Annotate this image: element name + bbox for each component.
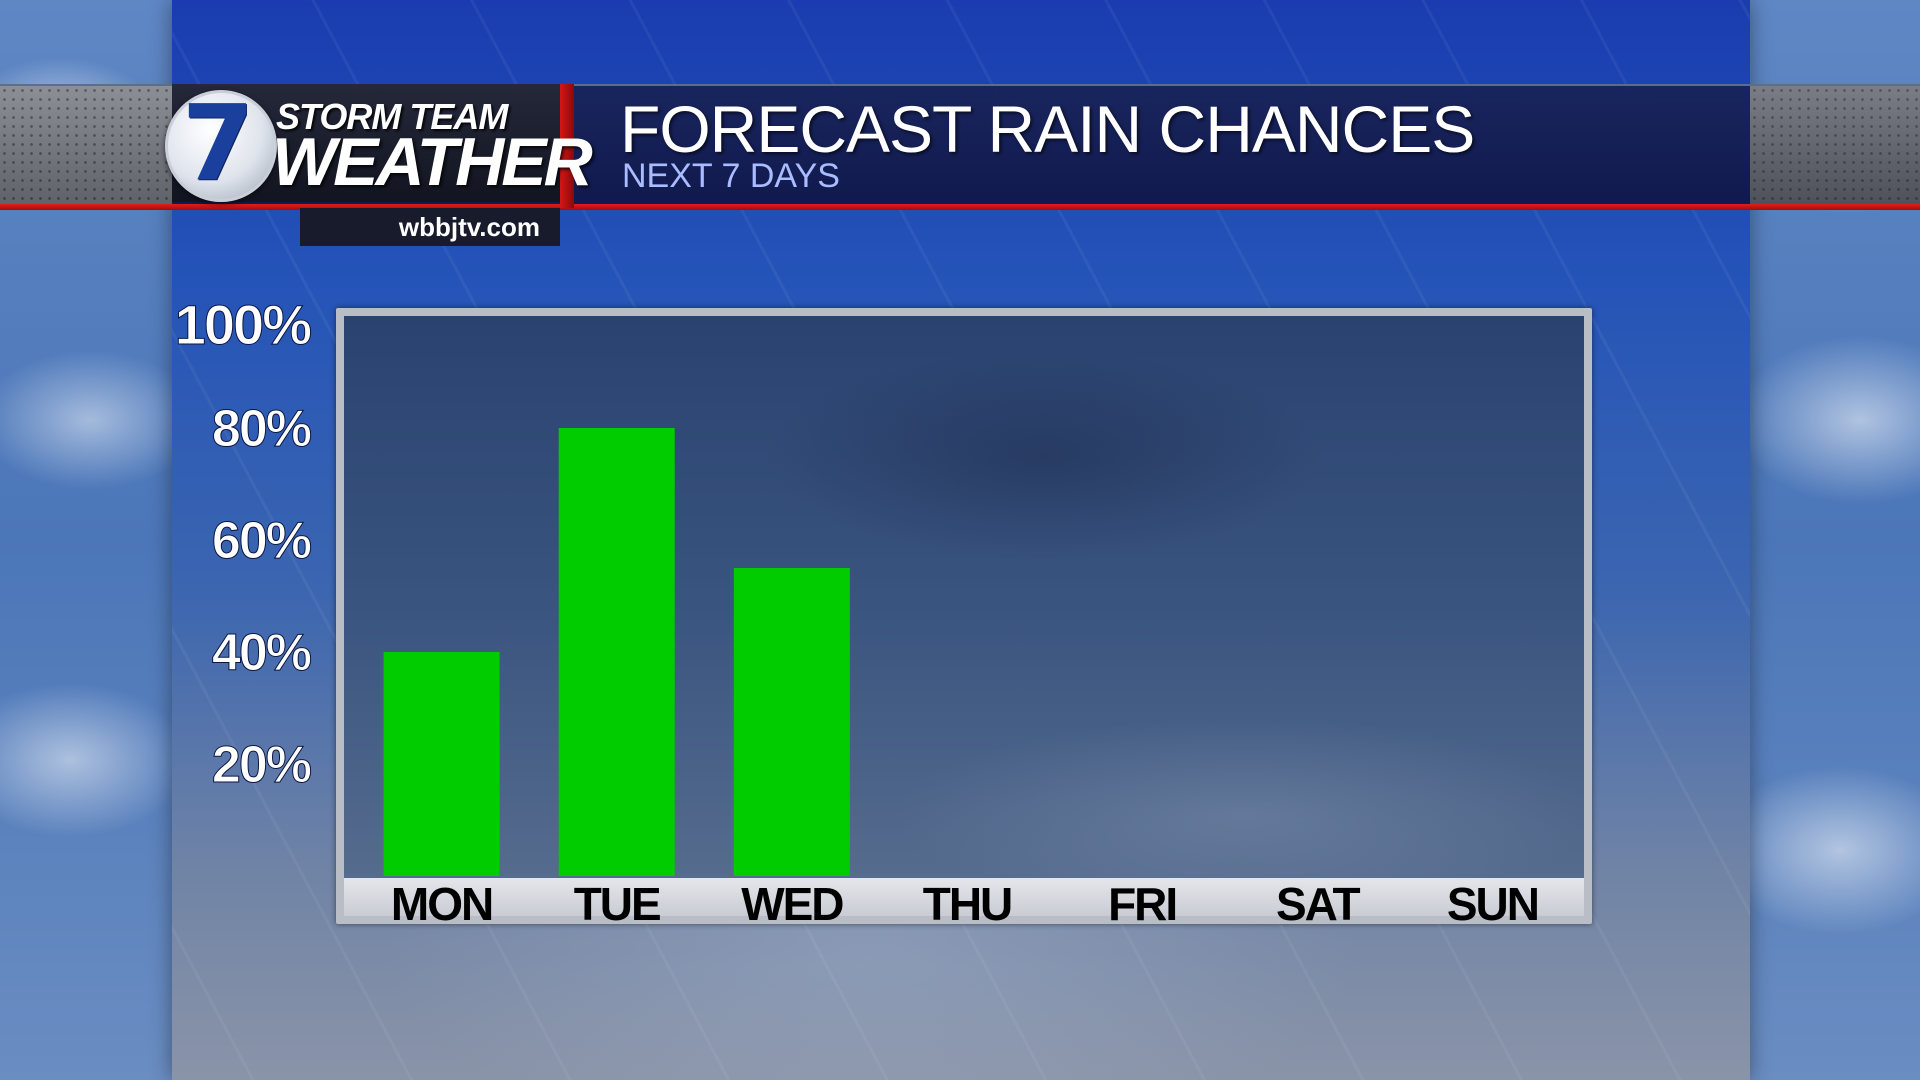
x-tick-label-fri: FRI xyxy=(1108,878,1176,930)
y-tick-label-40: 40% xyxy=(212,624,311,682)
logo-number: 7 xyxy=(181,82,255,204)
page-title: FORECAST RAIN CHANCES xyxy=(620,92,1475,166)
y-tick-label-80: 80% xyxy=(212,400,311,458)
x-tick-label-sun: SUN xyxy=(1447,878,1538,930)
bar-tue xyxy=(558,428,675,876)
logo-weather: WEATHER xyxy=(272,124,593,200)
header-red-divider xyxy=(560,84,574,208)
header-right-texture xyxy=(1750,86,1920,210)
x-tick-label-tue: TUE xyxy=(574,878,660,930)
bar-mon xyxy=(383,652,500,876)
header-left-texture xyxy=(0,86,172,210)
y-tick-label-100: 100% xyxy=(175,293,311,356)
page-subtitle: NEXT 7 DAYS xyxy=(622,157,840,195)
x-tick-label-sat: SAT xyxy=(1276,878,1360,930)
x-tick-label-mon: MON xyxy=(391,878,492,930)
x-axis-strip xyxy=(344,878,1584,916)
x-tick-label-thu: THU xyxy=(923,878,1012,930)
plot-frame xyxy=(336,308,1592,924)
x-tick-label-wed: WED xyxy=(741,878,843,930)
url-tab xyxy=(300,208,560,246)
station-url: wbbjtv.com xyxy=(398,212,540,242)
header-red-line xyxy=(0,204,1920,210)
bar-wed xyxy=(733,568,850,876)
channel-logo-icon xyxy=(165,90,277,202)
y-tick-label-60: 60% xyxy=(212,512,311,570)
y-tick-label-20: 20% xyxy=(212,736,311,794)
logo-storm-team: STORM TEAM xyxy=(276,96,508,137)
